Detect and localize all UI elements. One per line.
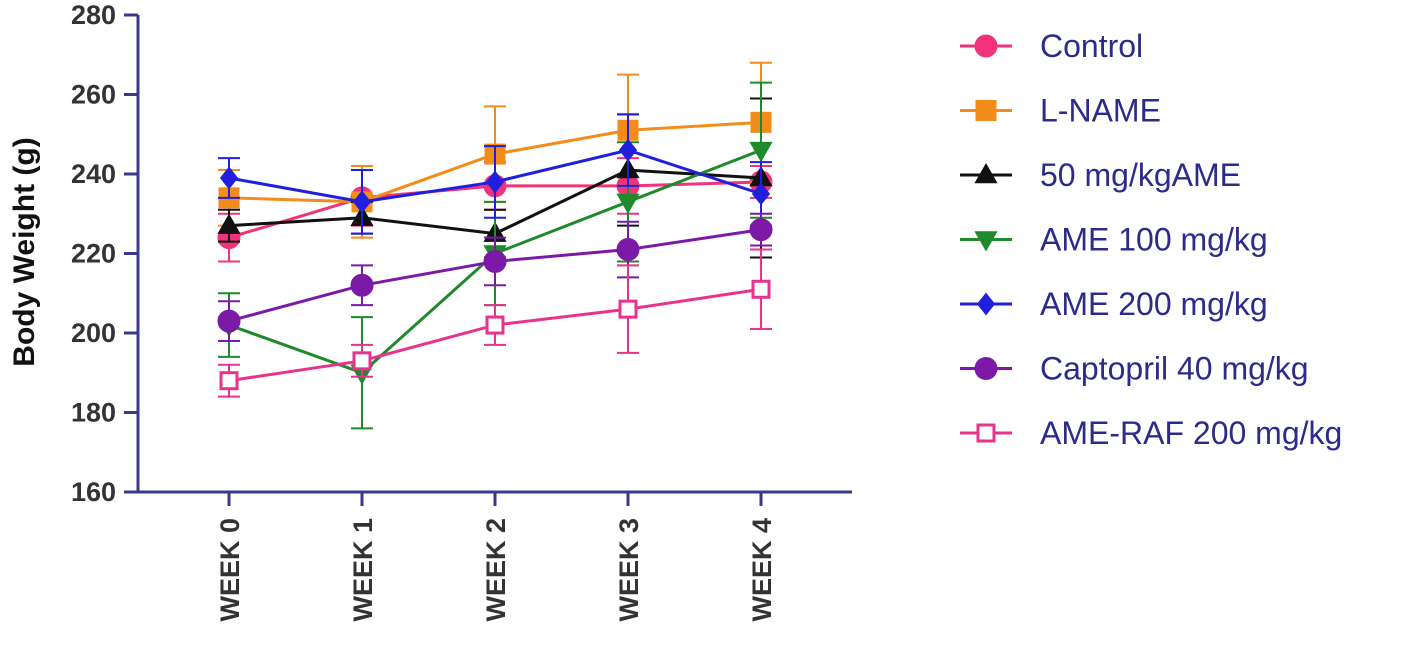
y-tick-label: 200 — [71, 318, 116, 348]
data-point — [485, 170, 505, 194]
legend-marker — [974, 357, 998, 380]
legend-item: AME-RAF 200 mg/kg — [960, 415, 1342, 451]
data-point — [352, 351, 372, 371]
data-point — [217, 309, 241, 333]
y-tick-label: 180 — [71, 398, 116, 428]
legend-marker — [975, 100, 997, 121]
y-tick-label: 260 — [71, 80, 116, 110]
data-point — [749, 141, 773, 163]
data-point — [618, 299, 638, 319]
data-point — [616, 238, 640, 262]
plot-area — [217, 61, 773, 430]
legend-item: AME 100 mg/kg — [960, 222, 1268, 258]
legend-marker — [976, 292, 996, 316]
legend-marker — [976, 423, 996, 443]
x-tick-label: WEEK 1 — [348, 518, 378, 622]
data-point — [485, 315, 505, 335]
legend-item: 50 mg/kgAME — [960, 157, 1241, 193]
data-point — [350, 273, 374, 297]
y-axis-title: Body Weight (g) — [8, 137, 41, 366]
data-point — [751, 279, 771, 299]
data-point — [749, 218, 773, 242]
legend-label: Captopril 40 mg/kg — [1040, 351, 1309, 387]
data-point — [219, 166, 239, 190]
legend-label: AME 100 mg/kg — [1040, 222, 1268, 258]
legend: Control L-NAME 50 mg/kgAME AME 100 mg/kg AME… — [960, 28, 1342, 451]
data-point — [616, 193, 640, 214]
legend-marker — [974, 231, 998, 252]
x-tick-label: WEEK 3 — [614, 518, 644, 622]
data-point — [751, 182, 771, 206]
legend-label: AME-RAF 200 mg/kg — [1040, 415, 1342, 451]
legend-item: AME 200 mg/kg — [960, 286, 1268, 322]
legend-item: Control — [960, 28, 1143, 64]
series-ame-200-mg-kg — [218, 113, 772, 235]
y-tick-label: 160 — [71, 477, 116, 507]
x-tick-label: WEEK 2 — [481, 518, 511, 622]
data-point — [217, 213, 241, 234]
y-tick-label: 280 — [71, 0, 116, 30]
x-tick-label: WEEK 4 — [747, 518, 777, 622]
series-captopril-40-mg-kg — [217, 212, 773, 342]
legend-item: L-NAME — [960, 93, 1161, 129]
legend-label: L-NAME — [1040, 93, 1161, 129]
data-point — [352, 190, 372, 214]
legend-label: AME 200 mg/kg — [1040, 286, 1268, 322]
y-tick-label: 220 — [71, 239, 116, 269]
legend-marker — [974, 34, 998, 58]
y-axis: 160 180 200 220 240 260 280 — [71, 0, 140, 507]
legend-item: Captopril 40 mg/kg — [960, 351, 1309, 387]
legend-marker — [974, 162, 998, 184]
y-tick-label: 240 — [71, 159, 116, 189]
data-point — [618, 138, 638, 162]
legend-label: 50 mg/kgAME — [1040, 157, 1241, 193]
series-ame-raf-200-mg-kg — [218, 248, 772, 398]
data-point — [483, 249, 507, 273]
x-axis: WEEK 0 WEEK 1 WEEK 2 WEEK 3 WEEK 4 — [138, 490, 852, 622]
data-point — [219, 371, 239, 391]
x-tick-label: WEEK 0 — [215, 518, 245, 622]
legend-label: Control — [1040, 28, 1143, 64]
